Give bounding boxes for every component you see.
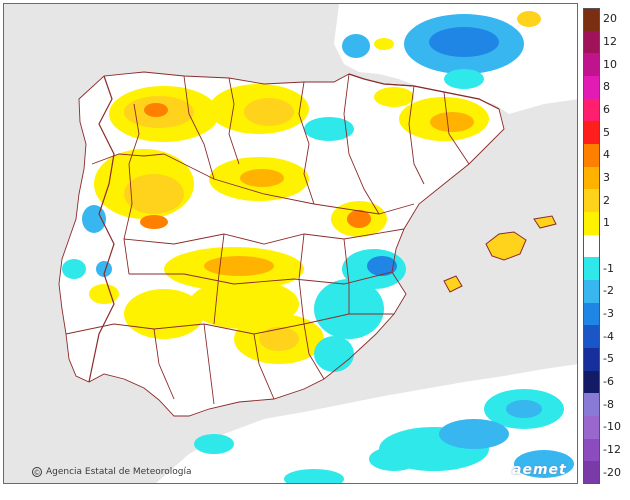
legend-swatch	[583, 370, 600, 394]
map-credit: © Agencia Estatal de Meteorología	[32, 467, 192, 477]
legend-swatch	[583, 144, 600, 168]
legend: 20 12 10 8 6 5 4 3 2 1 -1 -2 -3 -4 -5 -6 -8 -10 -12 -20	[583, 8, 628, 485]
legend-swatch	[583, 98, 600, 122]
legend-label: 1	[603, 216, 610, 230]
legend-swatch	[583, 348, 600, 372]
legend-label: -1	[603, 261, 614, 275]
ibiza	[443, 275, 463, 293]
legend-label: 8	[603, 80, 610, 94]
legend-label: 6	[603, 103, 610, 116]
copyright-icon: ©	[32, 467, 42, 477]
legend-swatch	[583, 212, 600, 236]
legend-label: -10	[603, 420, 621, 434]
legend-swatch	[583, 8, 600, 32]
legend-label: -2	[603, 284, 614, 298]
legend-swatch	[583, 53, 600, 77]
anomaly-map	[4, 4, 577, 483]
legend-swatch	[583, 461, 600, 485]
legend-label: -8	[603, 397, 614, 411]
legend-label: -6	[603, 375, 614, 388]
legend-swatch	[583, 76, 600, 100]
legend-swatch	[583, 416, 600, 440]
legend-label: -5	[603, 352, 614, 366]
legend-label: -12	[603, 443, 621, 456]
legend-label: -4	[603, 329, 614, 343]
portugal-border	[88, 75, 115, 383]
legend-label: 4	[603, 148, 610, 162]
legend-swatch	[583, 189, 600, 213]
legend-swatch	[583, 325, 600, 349]
legend-label: 2	[603, 193, 610, 207]
credit-text: Agencia Estatal de Meteorología	[46, 467, 192, 477]
legend-swatch	[583, 166, 600, 190]
legend-label: 5	[603, 125, 610, 139]
legend-label: -20	[603, 465, 621, 479]
legend-swatch	[583, 302, 600, 326]
map-panel: © Agencia Estatal de Meteorología aemet	[3, 3, 578, 484]
menorca	[533, 215, 557, 229]
legend-swatch	[583, 393, 600, 417]
pyrenees-border	[348, 73, 500, 110]
legend-label: 20	[603, 12, 617, 26]
legend-label: 10	[603, 57, 617, 71]
legend-swatch	[583, 121, 600, 145]
legend-swatch	[583, 30, 600, 54]
legend-swatch	[583, 280, 600, 304]
legend-swatch	[583, 234, 600, 258]
cool-anomaly-areas	[62, 14, 574, 483]
legend-swatch	[583, 438, 600, 462]
province-borders	[58, 71, 505, 417]
mallorca	[485, 231, 527, 261]
aemet-logo: aemet	[512, 462, 567, 478]
legend-label: 3	[603, 171, 610, 184]
legend-label: -3	[603, 307, 614, 320]
legend-swatch	[583, 257, 600, 281]
legend-label: 12	[603, 35, 617, 48]
warm-anomaly-areas	[89, 11, 541, 364]
